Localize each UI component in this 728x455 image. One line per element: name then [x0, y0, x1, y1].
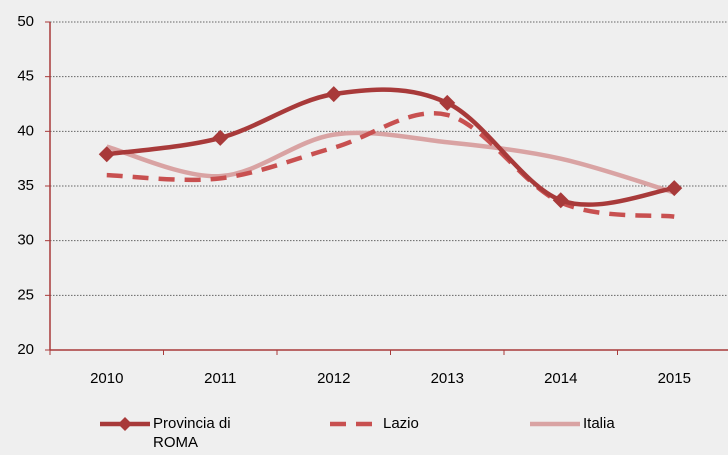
point-marker — [98, 146, 115, 163]
point-marker — [212, 129, 229, 146]
legend-label: Lazio — [383, 415, 419, 432]
legend-marker — [118, 417, 132, 431]
x-tick-label: 2014 — [544, 370, 577, 387]
point-marker — [666, 180, 683, 197]
y-tick-label: 40 — [17, 122, 34, 139]
legend-label: Italia — [583, 415, 615, 432]
y-tick-label: 45 — [17, 68, 34, 85]
y-tick-label: 35 — [17, 177, 34, 194]
y-tick-label: 50 — [17, 13, 34, 30]
point-marker — [552, 192, 569, 209]
series-line — [106, 87, 675, 207]
y-tick-label: 30 — [17, 232, 34, 249]
y-tick-label: 20 — [17, 341, 34, 358]
point-marker — [439, 94, 456, 111]
x-tick-label: 2013 — [431, 370, 464, 387]
series-line — [106, 130, 675, 195]
x-tick-label: 2012 — [317, 370, 350, 387]
series-line — [106, 111, 675, 219]
x-tick-label: 2015 — [658, 370, 691, 387]
point-marker — [325, 86, 342, 103]
y-tick-label: 25 — [17, 286, 34, 303]
x-tick-label: 2011 — [204, 370, 236, 387]
legend-label: Provincia di ROMA — [153, 415, 231, 451]
x-tick-label: 2010 — [90, 370, 123, 387]
